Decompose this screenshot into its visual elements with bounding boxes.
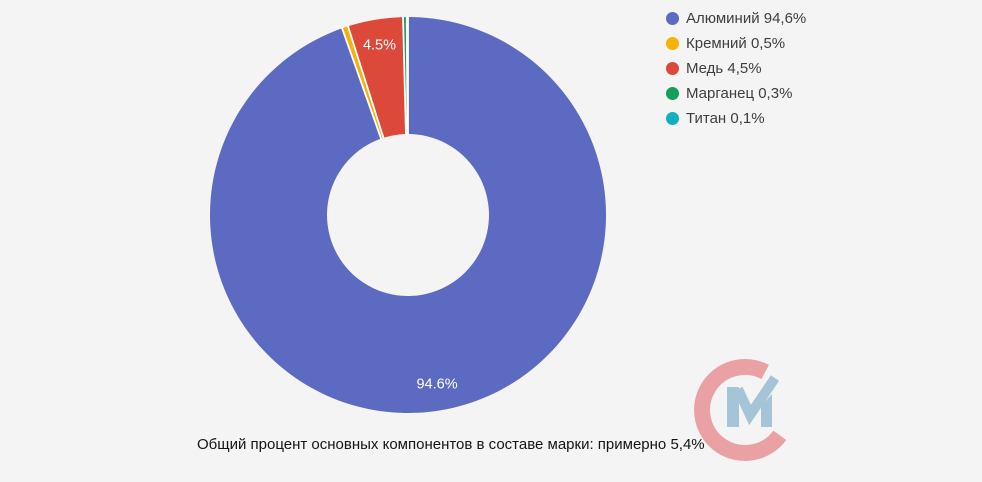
legend-item-titanium[interactable]: Титан 0,1% <box>666 106 806 131</box>
chart-legend: Алюминий 94,6% Кремний 0,5% Медь 4,5% Ма… <box>666 6 806 131</box>
pie-slice-copper[interactable] <box>347 17 406 138</box>
slice-separator <box>346 25 385 140</box>
pie-slice-aluminium[interactable] <box>209 17 606 413</box>
logo-letter-m-check-icon <box>727 375 780 427</box>
legend-swatch-icon <box>666 62 679 75</box>
legend-item-silicon[interactable]: Кремний 0,5% <box>666 31 806 56</box>
watermark-logo <box>694 358 787 461</box>
legend-label: Кремний 0,5% <box>686 35 786 52</box>
legend-label: Марганец 0,3% <box>686 85 793 102</box>
legend-label: Алюминий 94,6% <box>686 10 807 27</box>
legend-label: Медь 4,5% <box>686 60 762 77</box>
legend-item-aluminium[interactable]: Алюминий 94,6% <box>666 6 806 31</box>
logo-letter-c <box>694 358 787 461</box>
slice-separator <box>405 16 409 136</box>
legend-item-copper[interactable]: Медь 4,5% <box>666 56 806 81</box>
slice-separator <box>341 27 383 140</box>
slice-label: 4.5% <box>363 37 396 53</box>
chart-caption: Общий процент основных компонентов в сос… <box>197 436 705 453</box>
legend-item-manganese[interactable]: Марганец 0,3% <box>666 81 806 106</box>
slice-separator <box>402 16 407 136</box>
legend-swatch-icon <box>666 112 679 125</box>
legend-swatch-icon <box>666 37 679 50</box>
legend-swatch-icon <box>666 12 679 25</box>
legend-label: Титан 0,1% <box>686 110 765 127</box>
legend-swatch-icon <box>666 87 679 100</box>
pie-slice-silicon[interactable] <box>342 26 384 139</box>
slice-label: 94.6% <box>416 377 457 393</box>
